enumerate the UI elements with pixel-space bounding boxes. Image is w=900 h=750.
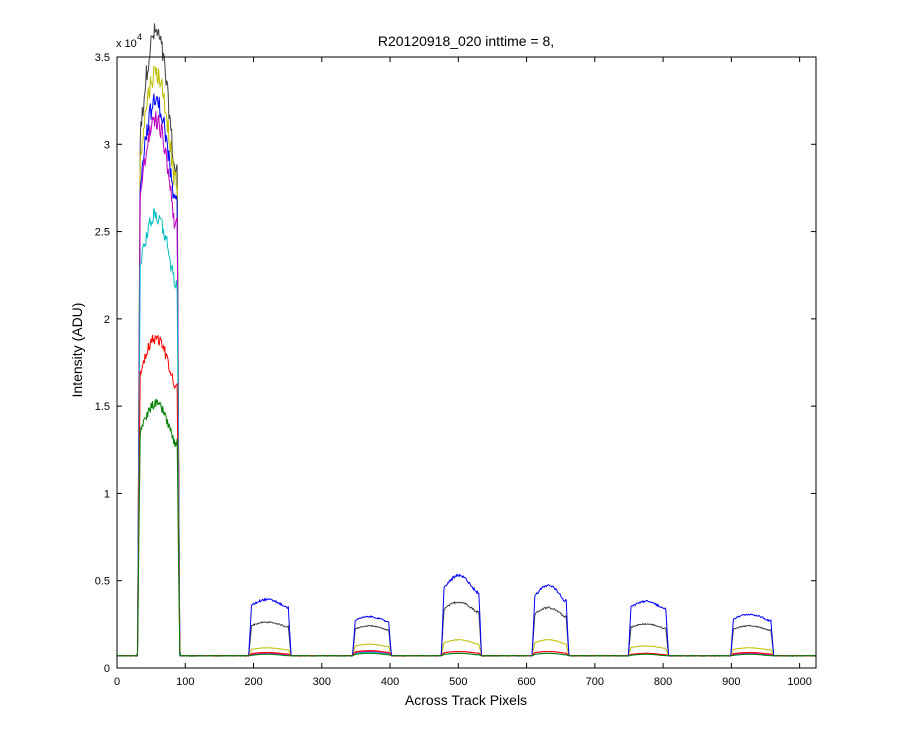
y-tick-label-0: 0	[104, 663, 110, 675]
x-axis-label: Across Track Pixels	[405, 692, 527, 708]
chart-title: R20120918_020 inttime = 8,	[378, 33, 554, 49]
plot-frame	[116, 56, 817, 669]
series-line-1	[116, 23, 817, 657]
y-exponent-base: x 10	[116, 38, 137, 50]
y-tick-label-4: 2	[104, 314, 110, 326]
x-tick-label-400: 400	[381, 676, 399, 688]
y-tick-label-2: 1	[104, 488, 110, 500]
tick-layer: 0 100 200 300 400 500 600 700 800 900 1000 0 0.5 1 1.5…	[95, 52, 816, 688]
y-tick-label-7: 3.5	[95, 52, 110, 64]
x-tick-label-500: 500	[449, 676, 467, 688]
x-tick-label-200: 200	[244, 676, 262, 688]
y-axis-label: Intensity (ADU)	[69, 303, 85, 398]
x-tick-label-0: 0	[114, 676, 120, 688]
series-line-5	[116, 208, 817, 657]
y-exponent-power: 4	[137, 32, 142, 42]
series-line-6	[116, 334, 817, 657]
x-tick-label-900: 900	[722, 676, 740, 688]
x-tick-label-300: 300	[313, 676, 331, 688]
y-tick-label-6: 3	[104, 139, 110, 151]
series-line-7	[116, 398, 817, 657]
y-tick-label-1: 0.5	[95, 576, 110, 588]
x-tick-label-600: 600	[517, 676, 535, 688]
series-line-2	[116, 65, 817, 657]
series-line-3	[116, 93, 817, 657]
x-tick-label-800: 800	[654, 676, 672, 688]
x-tick-label-100: 100	[176, 676, 194, 688]
x-tick-label-700: 700	[586, 676, 604, 688]
x-tick-label-1000: 1000	[787, 676, 811, 688]
y-tick-label-5: 2.5	[95, 227, 110, 239]
series-layer	[116, 23, 817, 657]
series-line-4	[117, 111, 817, 657]
y-tick-label-3: 1.5	[95, 401, 110, 413]
